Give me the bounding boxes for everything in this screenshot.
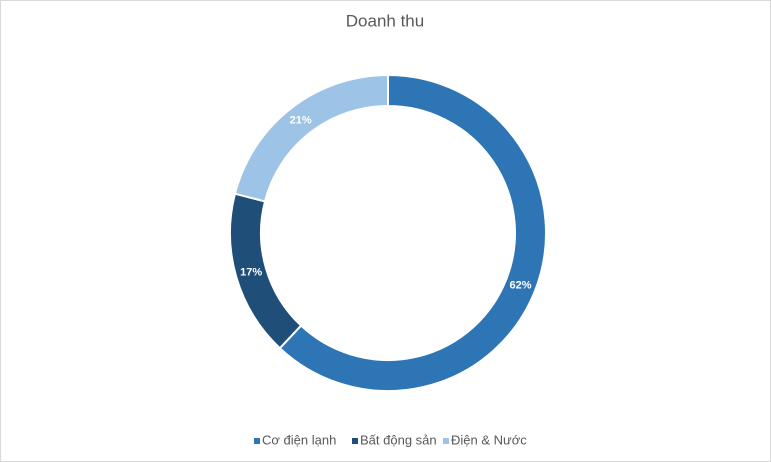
doughnut-slice [233,73,389,203]
doughnut-slice [278,73,547,392]
data-label: 17% [240,267,262,279]
legend-swatch [254,438,260,444]
legend-swatch [443,438,449,444]
data-label: 21% [290,114,312,126]
legend-label: Bất động sản [360,432,437,447]
legend-swatch [352,438,358,444]
chart-title: Doanh thu [346,11,424,30]
legend-label: Cơ điện lạnh [262,432,336,447]
data-label: 62% [509,279,531,291]
legend-label: Điện & Nước [451,432,527,447]
